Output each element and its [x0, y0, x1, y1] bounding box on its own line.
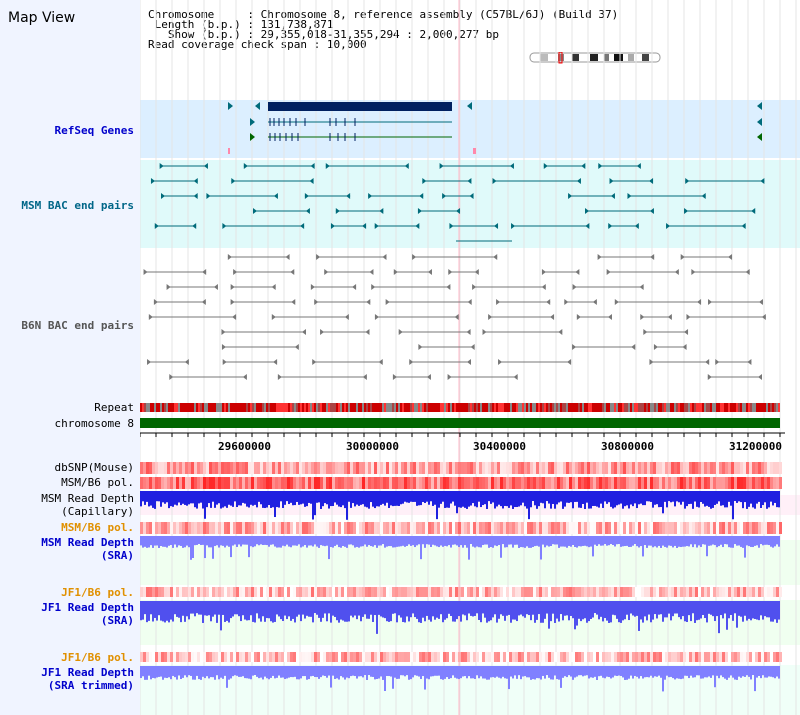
coverage-label: Read coverage check span	[148, 38, 307, 51]
show-label: Show (b.p.)	[167, 28, 241, 41]
msm-bac-track[interactable]	[150, 163, 765, 242]
track-label-msm-b6-pol[interactable]: MSM/B6 pol.	[61, 476, 134, 489]
msm-band	[140, 160, 800, 248]
page-title: Map View	[8, 10, 76, 26]
track-label-msm-b6-pol-2[interactable]: MSM/B6 pol.	[61, 521, 134, 534]
track-label-jf1-b6-pol-2[interactable]: JF1/B6 pol.	[61, 651, 134, 664]
track-label-msm-read-depth-sra[interactable]: MSM Read Depth (SRA)	[41, 536, 134, 562]
position-axis: 29600000 30000000 30400000 30800000 3120…	[140, 432, 785, 453]
axis-tick-label: 31200000	[729, 440, 782, 453]
jf1-b6-pol-heat-track-2[interactable]	[140, 652, 782, 662]
track-label-refseq[interactable]: RefSeq Genes	[54, 124, 134, 137]
track-label-repeat[interactable]: Repeat	[94, 401, 134, 414]
track-label-jf1-read-depth-trimmed[interactable]: JF1 Read Depth (SRA trimmed)	[41, 666, 134, 692]
track-label-jf1-read-depth-sra[interactable]: JF1 Read Depth (SRA)	[41, 601, 134, 627]
msm-sra-depth-track[interactable]	[140, 536, 780, 560]
msm-b6-pol-heat-track[interactable]	[140, 477, 782, 489]
b6n-bac-track[interactable]	[143, 254, 766, 380]
track-label-msm-read-depth-capillary[interactable]: MSM Read Depth (Capillary)	[41, 492, 134, 518]
track-label-chromosome[interactable]: chromosome 8	[54, 417, 134, 430]
repeat-track[interactable]	[140, 403, 780, 412]
track-label-dbsnp[interactable]: dbSNP(Mouse)	[54, 461, 134, 474]
axis-tick-label: 30000000	[346, 440, 399, 453]
track-label-jf1-b6-pol[interactable]: JF1/B6 pol.	[61, 586, 134, 599]
jf1-sra-depth-track[interactable]	[140, 601, 780, 634]
jf1-trimmed-depth-track[interactable]	[140, 666, 780, 692]
length-value: 131,738,871	[260, 18, 334, 31]
track-label-column	[0, 0, 140, 715]
axis-tick-label: 30400000	[473, 440, 526, 453]
track-label-b6n-bac[interactable]: B6N BAC end pairs	[21, 319, 134, 332]
length-label: Length (b.p.)	[154, 18, 241, 31]
chromosome-label: Chromosome	[148, 8, 215, 21]
msm-capillary-depth-track[interactable]	[140, 491, 780, 520]
refseq-band	[140, 100, 800, 158]
chromosome-ideogram[interactable]	[528, 52, 663, 64]
chromosome-bar	[140, 418, 780, 428]
genome-browser-plot[interactable]: 29600000 30000000 30400000 30800000 3120…	[140, 0, 800, 715]
msm-b6-pol-heat-track-2[interactable]	[140, 522, 782, 534]
axis-tick-label: 30800000	[601, 440, 654, 453]
dbsnp-heat-track[interactable]	[140, 462, 782, 474]
axis-tick-label: 29600000	[218, 440, 271, 453]
refseq-gene-track[interactable]	[228, 102, 762, 154]
track-label-msm-bac[interactable]: MSM BAC end pairs	[21, 199, 134, 212]
coverage-value: 10,000	[326, 38, 367, 51]
jf1-b6-pol-heat-track[interactable]	[140, 587, 782, 597]
